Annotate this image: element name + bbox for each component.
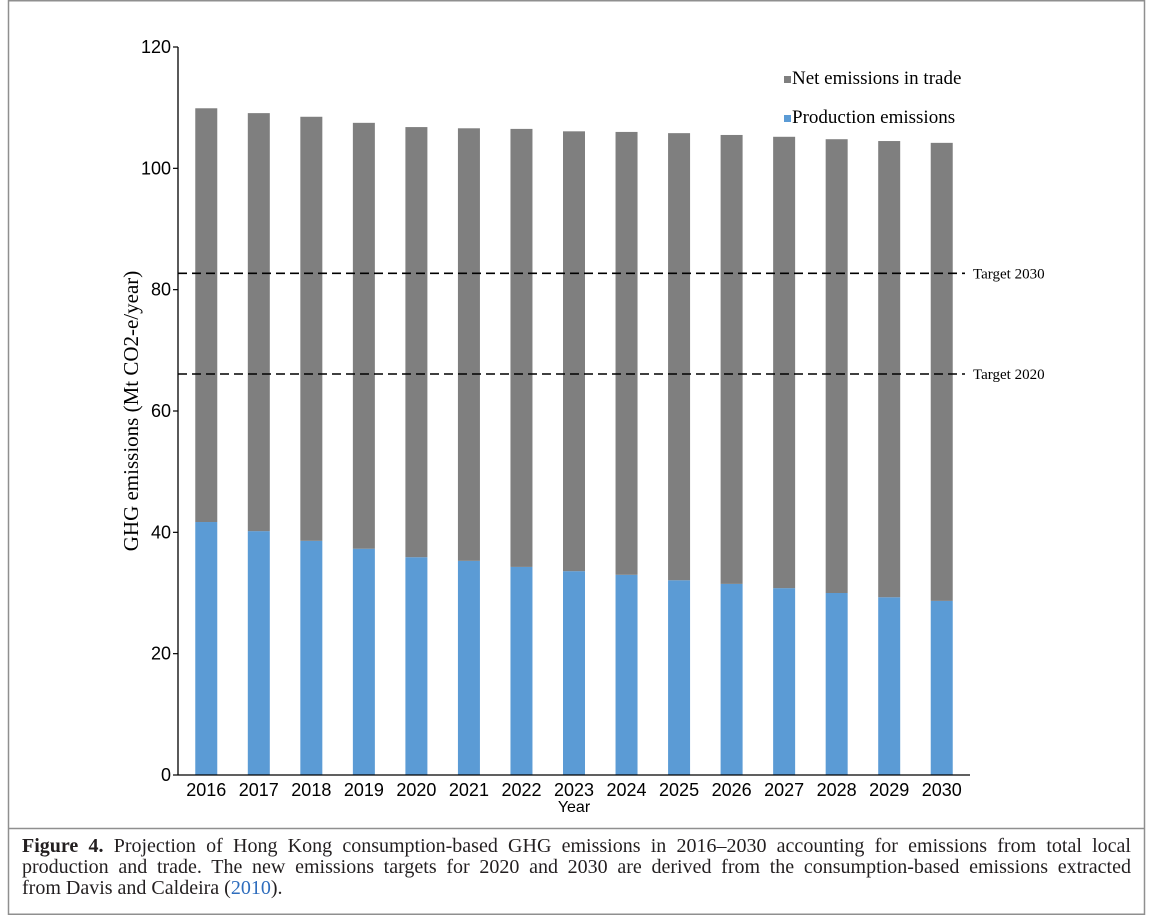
x-tick-label-2017: 2017 xyxy=(239,780,279,800)
bar-production-emissions-2025 xyxy=(668,580,691,775)
x-tick-label-2024: 2024 xyxy=(607,780,647,800)
figure-frame xyxy=(7,0,1146,915)
caption-text-line-2: production and trade. The new emissions … xyxy=(22,856,1131,878)
y-axis-ticks: 0 20 40 60 80 100 120 xyxy=(141,37,178,785)
bar-net-emissions-in-trade-2021 xyxy=(457,128,480,561)
figure-caption: Figure 4. Projection of Hong Kong consum… xyxy=(22,836,1131,899)
bar-net-emissions-in-trade-2020 xyxy=(405,127,428,558)
x-tick-label-2016: 2016 xyxy=(186,780,226,800)
bar-production-emissions-2018 xyxy=(300,540,323,775)
citation-link-2010[interactable]: 2010 xyxy=(230,877,271,899)
caption-line-2: production and trade. The new emissions … xyxy=(22,857,1131,878)
bar-net-emissions-in-trade-2024 xyxy=(615,131,638,575)
bar-production-emissions-2028 xyxy=(825,593,848,775)
x-tick-label-2023: 2023 xyxy=(554,780,594,800)
legend-label-production-emissions: Production emissions xyxy=(792,107,955,128)
reference-label-target-2030: Target 2030 xyxy=(973,266,1045,282)
x-tick-label-2021: 2021 xyxy=(449,780,489,800)
bar-production-emissions-2017 xyxy=(247,531,270,775)
bar-net-emissions-in-trade-2022 xyxy=(510,128,533,567)
x-axis-ticks: 2016 2017 2018 2019 2020 2021 2022 2023 2024 2025… xyxy=(186,780,962,800)
bar-net-emissions-in-trade-2030 xyxy=(930,142,953,601)
bar-production-emissions-2020 xyxy=(405,557,428,775)
bar-net-emissions-in-trade-2029 xyxy=(878,141,901,598)
bar-production-emissions-2016 xyxy=(195,522,218,775)
legend-label-net-emissions-in-trade: Net emissions in trade xyxy=(792,68,961,89)
x-axis-title: Year xyxy=(558,799,591,816)
y-tick-label-80: 80 xyxy=(151,280,171,300)
bar-production-emissions-2024 xyxy=(615,574,638,775)
caption-line-3: from Davis and Caldeira (2010). xyxy=(22,878,1131,899)
x-tick-label-2027: 2027 xyxy=(764,780,804,800)
x-tick-label-2030: 2030 xyxy=(922,780,962,800)
bar-production-emissions-2029 xyxy=(878,597,901,775)
legend-swatch-net-emissions-in-trade xyxy=(784,76,791,83)
caption-line-1: Figure 4. Projection of Hong Kong consum… xyxy=(22,836,1131,857)
bars-layer xyxy=(195,108,953,775)
bar-production-emissions-2027 xyxy=(773,588,796,775)
bar-production-emissions-2026 xyxy=(720,583,743,775)
x-tick-label-2019: 2019 xyxy=(344,780,384,800)
caption-figure-label: Figure 4. xyxy=(22,835,104,857)
bar-net-emissions-in-trade-2023 xyxy=(563,131,585,572)
target-lines-layer: Target 2030 Target 2020 xyxy=(178,266,1045,383)
bar-net-emissions-in-trade-2016 xyxy=(195,108,218,523)
y-axis-title: GHG emissions (Mt CO2-e/year) xyxy=(119,271,143,552)
legend: Net emissions in trade Production emissi… xyxy=(784,68,961,128)
x-tick-label-2022: 2022 xyxy=(501,780,541,800)
y-tick-label-100: 100 xyxy=(141,158,171,178)
y-tick-label-20: 20 xyxy=(151,644,171,664)
caption-text-line-1: Projection of Hong Kong consumption-base… xyxy=(113,835,1131,857)
bar-production-emissions-2030 xyxy=(930,600,953,775)
bar-net-emissions-in-trade-2026 xyxy=(720,134,743,584)
bar-net-emissions-in-trade-2027 xyxy=(773,136,796,589)
bar-net-emissions-in-trade-2025 xyxy=(668,133,691,581)
bar-production-emissions-2021 xyxy=(457,560,480,775)
bar-net-emissions-in-trade-2018 xyxy=(300,116,323,541)
bar-net-emissions-in-trade-2028 xyxy=(825,139,848,594)
bar-net-emissions-in-trade-2017 xyxy=(247,113,270,532)
y-tick-label-120: 120 xyxy=(141,37,171,57)
x-tick-label-2025: 2025 xyxy=(659,780,699,800)
y-tick-label-0: 0 xyxy=(161,765,171,785)
x-tick-label-2029: 2029 xyxy=(869,780,909,800)
bar-production-emissions-2019 xyxy=(352,548,375,775)
y-tick-label-40: 40 xyxy=(151,522,171,542)
y-tick-label-60: 60 xyxy=(151,401,171,421)
bar-production-emissions-2023 xyxy=(563,571,585,775)
legend-item-net-emissions-in-trade: Net emissions in trade xyxy=(784,68,961,89)
caption-text-line-3-start: from Davis and Caldeira ( xyxy=(22,877,231,899)
bar-net-emissions-in-trade-2019 xyxy=(352,122,375,549)
x-tick-label-2020: 2020 xyxy=(396,780,436,800)
reference-label-target-2020: Target 2020 xyxy=(973,367,1045,383)
x-tick-label-2028: 2028 xyxy=(817,780,857,800)
legend-item-production-emissions: Production emissions xyxy=(784,107,955,128)
x-tick-label-2026: 2026 xyxy=(712,780,752,800)
x-tick-label-2018: 2018 xyxy=(291,780,331,800)
caption-text-line-3-end: ). xyxy=(270,877,283,899)
legend-swatch-production-emissions xyxy=(784,115,791,122)
bar-production-emissions-2022 xyxy=(510,566,533,775)
